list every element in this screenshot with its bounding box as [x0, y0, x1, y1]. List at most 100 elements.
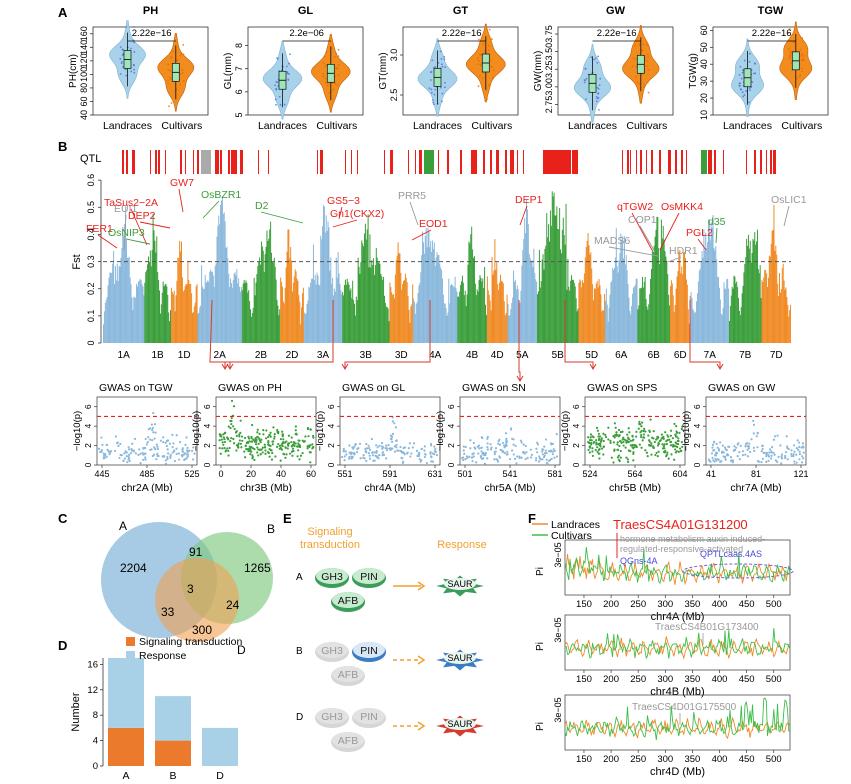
gwas-point [218, 439, 221, 442]
gwas-title: GWAS on GL [342, 382, 405, 394]
gene-label: MADS6 [594, 235, 630, 247]
fst-bar [173, 290, 175, 343]
gwas-point [596, 429, 599, 432]
gwas-point [614, 426, 617, 429]
sample-point [125, 74, 128, 77]
fst-bar [753, 240, 755, 343]
gwas-point [713, 460, 716, 463]
qtl-segment [447, 150, 449, 174]
qtl-segment [155, 150, 157, 174]
chromosome-label: 3A [317, 350, 330, 361]
qtl-segment [122, 150, 124, 174]
gwas-point [660, 437, 663, 440]
fst-bar [540, 281, 542, 343]
gwas-point [279, 437, 283, 441]
sample-point [430, 70, 433, 73]
fst-bar [317, 275, 319, 343]
gwas-point [511, 437, 514, 440]
candidate-gene: TraesCS4B01G173400 [655, 622, 759, 633]
fst-bar [195, 286, 197, 343]
fst-bar [430, 240, 432, 343]
fst-bar [441, 269, 443, 343]
gwas-point [480, 446, 483, 449]
gwas-point [281, 435, 284, 438]
gwas-point [551, 442, 554, 445]
gwas-point [761, 444, 764, 448]
gwas-point [638, 443, 641, 446]
sample-point [598, 108, 600, 111]
gwas-point [786, 458, 789, 461]
fst-bar [235, 275, 237, 343]
fst-bar [387, 308, 389, 343]
gwas-point [792, 453, 795, 456]
gwas-point [644, 449, 647, 452]
gwas-point [715, 442, 718, 445]
gwas-point [720, 460, 723, 463]
gwas-point [162, 454, 166, 458]
qtl-segment [268, 150, 269, 174]
gwas-point [619, 449, 622, 453]
fst-bar [723, 282, 725, 343]
sample-point [276, 57, 279, 59]
gwas-point [512, 443, 515, 446]
sample-point [133, 68, 136, 71]
gwas-point [149, 448, 152, 452]
gwas-point [620, 441, 623, 445]
gwas-point [643, 427, 646, 430]
pi-x-tick-label: 450 [739, 754, 755, 765]
gwas-point [153, 437, 156, 440]
gwas-point [184, 443, 187, 446]
gwas-point [385, 444, 388, 447]
gwas-point [264, 452, 267, 455]
chromosome-label: 1D [178, 350, 191, 361]
fst-bar [686, 284, 688, 343]
fst-bar [104, 302, 106, 343]
gwas-point [291, 447, 295, 450]
qtl-segment [659, 150, 661, 174]
fst-bar [219, 224, 221, 343]
sample-point [800, 67, 803, 70]
sample-point [167, 82, 169, 85]
gwas-point [280, 447, 283, 451]
sample-point [741, 91, 744, 94]
gwas-point [412, 442, 416, 445]
fst-bar [500, 280, 502, 343]
y-tick-label: 20 [699, 93, 709, 103]
gene-pointer [130, 208, 148, 246]
gwas-point [505, 439, 508, 442]
fst-bar [602, 310, 604, 343]
fst-bar [563, 235, 565, 343]
gwas-point [493, 458, 496, 461]
sample-point [182, 80, 185, 82]
gwas-point [738, 458, 741, 461]
fst-bar [728, 288, 730, 343]
gwas-point [723, 446, 727, 449]
fst-bar [271, 261, 273, 343]
fst-bar [571, 275, 573, 343]
sample-point [167, 63, 170, 66]
fst-bar [511, 303, 513, 343]
fst-bar [340, 290, 342, 343]
fst-bar [184, 286, 186, 343]
gwas-point [486, 437, 489, 440]
gwas-point [100, 449, 103, 452]
sample-point [121, 54, 124, 56]
fst-bar [250, 309, 252, 343]
sample-point [286, 72, 289, 75]
pi-y-label: Pi [535, 567, 546, 576]
gwas-point [490, 446, 493, 449]
fst-bar [618, 260, 620, 343]
sample-point [488, 28, 491, 31]
fst-bar [651, 249, 653, 343]
gwas-point [368, 454, 371, 457]
fst-bar [693, 311, 695, 343]
fst-bar [558, 229, 560, 343]
fst-bar [212, 275, 214, 343]
gwas-point [281, 430, 284, 433]
fst-bar [718, 277, 720, 343]
sample-point [636, 81, 639, 84]
fst-bar [733, 275, 735, 343]
fst-bar [491, 257, 493, 343]
group-label-cultivars: Cultivars [781, 120, 822, 132]
